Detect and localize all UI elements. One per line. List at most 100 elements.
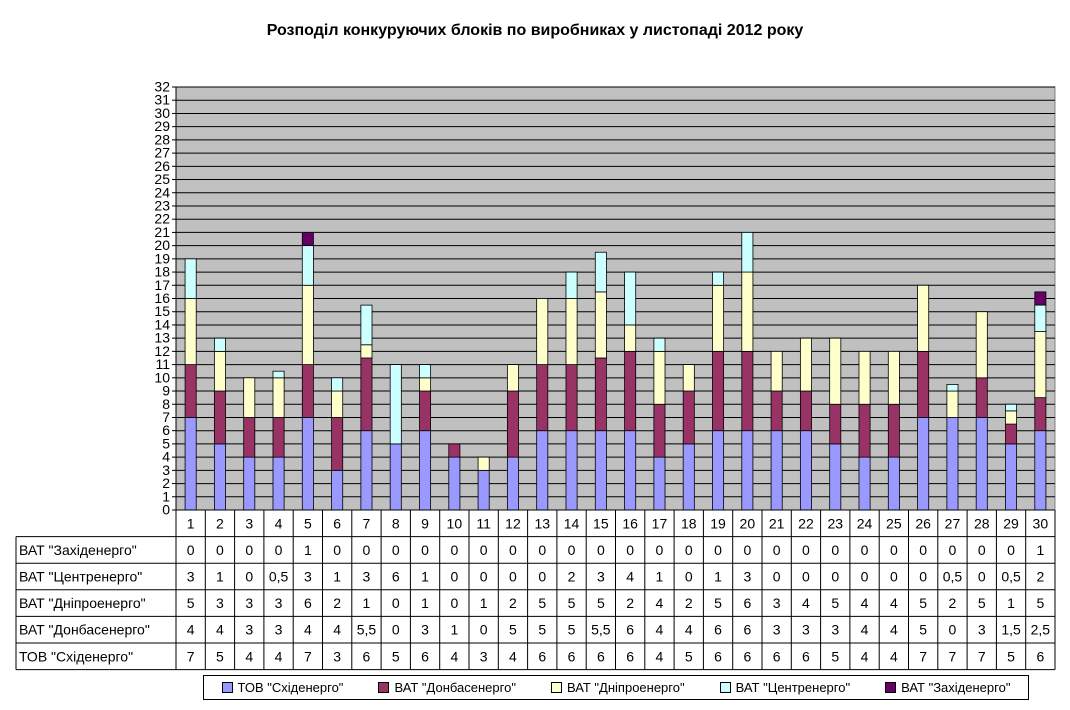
- category-label: 17: [652, 515, 668, 531]
- table-cell-value: 2: [1036, 569, 1044, 585]
- table-cell-value: 5: [919, 622, 927, 638]
- bar-segment-s2-c26: [917, 284, 930, 352]
- table-cell-value: 6: [363, 648, 371, 664]
- bar-segment-s1-c5: [301, 364, 314, 418]
- table-cell-value: 0: [773, 542, 781, 558]
- bar-segment-s2-c20: [741, 271, 754, 352]
- y-tick-label: 5: [162, 435, 170, 451]
- legend-item: ВАТ "Донбасенерго": [378, 680, 516, 695]
- table-cell-value: 0: [978, 542, 986, 558]
- bar-segment-s1-c26: [917, 350, 930, 418]
- table-cell-value: 0: [685, 542, 693, 558]
- bar-segment-s1-c14: [565, 364, 578, 432]
- table-cell-value: 6: [568, 648, 576, 664]
- table-cell-value: 5: [538, 622, 546, 638]
- category-label: 24: [857, 515, 873, 531]
- category-label: 16: [622, 515, 638, 531]
- bar-segment-s2-c22: [799, 337, 812, 392]
- table-cell-value: 0: [392, 622, 400, 638]
- table-cell-value: 4: [656, 648, 664, 664]
- table-cell-value: 0: [275, 542, 283, 558]
- table-cell-value: 3: [773, 622, 781, 638]
- bar-segment-s0-c1: [184, 417, 197, 511]
- table-cell-value: 0: [450, 595, 458, 611]
- bar-segment-s3-c19: [712, 271, 725, 286]
- table-cell-value: 0: [802, 569, 810, 585]
- table-cell-value: 0: [773, 569, 781, 585]
- y-tick-label: 16: [154, 290, 170, 306]
- table-cell-value: 0: [245, 569, 253, 585]
- table-cell-value: 0: [421, 542, 429, 558]
- table-cell-value: 6: [626, 648, 634, 664]
- bar-segment-s4-c5: [301, 232, 314, 247]
- table-cell-value: 1: [480, 595, 488, 611]
- category-label: 27: [945, 515, 961, 531]
- table-cell-value: 0: [509, 542, 517, 558]
- y-tick-label: 25: [154, 171, 170, 187]
- table-cell-value: 1: [421, 569, 429, 585]
- table-cell-value: 4: [890, 622, 898, 638]
- y-tick-label: 18: [154, 264, 170, 280]
- bar-segment-s2-c2: [213, 350, 226, 392]
- table-row-header: ВАТ "Донбасенерго": [19, 622, 150, 638]
- category-label: 20: [740, 515, 756, 531]
- y-tick-label: 17: [154, 277, 170, 293]
- table-cell-value: 0: [743, 542, 751, 558]
- table-cell-value: 1: [714, 569, 722, 585]
- bar-segment-s3-c16: [624, 271, 637, 326]
- category-label: 21: [769, 515, 785, 531]
- table-cell-value: 4: [890, 595, 898, 611]
- bar-segment-s3-c30: [1034, 304, 1047, 332]
- bar-segment-s0-c28: [975, 417, 988, 511]
- table-row-header: ВАТ "Центренерго": [19, 569, 142, 585]
- table-cell-value: 6: [597, 648, 605, 664]
- category-label: 18: [681, 515, 697, 531]
- table-cell-value: 2: [626, 595, 634, 611]
- bar-segment-s2-c1: [184, 298, 197, 365]
- table-cell-value: 6: [714, 622, 722, 638]
- category-label: 15: [593, 515, 609, 531]
- bar-segment-s1-c24: [858, 403, 871, 458]
- category-label: 19: [710, 515, 726, 531]
- table-cell-value: 3: [363, 569, 371, 585]
- y-tick-label: 28: [154, 131, 170, 147]
- bar-segment-s1-c22: [799, 390, 812, 432]
- table-cell-value: 0: [831, 542, 839, 558]
- table-cell-value: 0: [480, 542, 488, 558]
- table-cell-value: 0,5: [1001, 569, 1021, 585]
- legend-item: ТОВ "Східенерго": [221, 680, 343, 695]
- table-cell-value: 5: [919, 595, 927, 611]
- bar-segment-s1-c17: [653, 403, 666, 458]
- category-label: 4: [275, 515, 283, 531]
- bar-segment-s1-c28: [975, 377, 988, 418]
- category-label: 28: [974, 515, 990, 531]
- table-cell-value: 5: [568, 595, 576, 611]
- table-cell-value: 4: [509, 648, 517, 664]
- table-cell-value: 3: [304, 569, 312, 585]
- bar-segment-s2-c25: [887, 350, 900, 405]
- bar-segment-s0-c24: [858, 456, 871, 511]
- table-cell-value: 5: [538, 595, 546, 611]
- table-row-header: ВАТ "Західенерго": [19, 542, 137, 558]
- bar-segment-s2-c12: [506, 364, 519, 392]
- table-cell-value: 5: [1007, 648, 1015, 664]
- y-tick-label: 22: [154, 211, 170, 227]
- bar-segment-s3-c4: [272, 370, 285, 379]
- table-cell-value: 0: [890, 542, 898, 558]
- legend-label: ВАТ "Дніпроенерго": [566, 680, 685, 695]
- bar-segment-s2-c15: [594, 291, 607, 359]
- table-cell-value: 4: [216, 622, 224, 638]
- table-cell-value: 0: [363, 542, 371, 558]
- category-label: 7: [363, 515, 371, 531]
- table-cell-value: 4: [626, 569, 634, 585]
- bar-segment-s2-c28: [975, 311, 988, 379]
- bar-segment-s2-c27: [946, 390, 959, 418]
- bar-segment-s1-c12: [506, 390, 519, 458]
- bar-segment-s1-c13: [536, 364, 549, 432]
- y-tick-label: 27: [154, 145, 170, 161]
- bar-segment-s0-c25: [887, 456, 900, 511]
- table-cell-value: 5: [187, 595, 195, 611]
- bar-segment-s2-c18: [682, 364, 695, 392]
- table-cell-value: 0: [480, 622, 488, 638]
- table-cell-value: 3: [333, 648, 341, 664]
